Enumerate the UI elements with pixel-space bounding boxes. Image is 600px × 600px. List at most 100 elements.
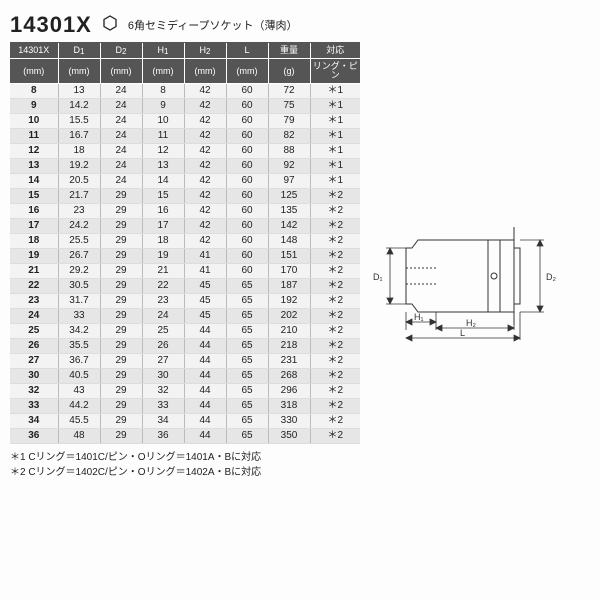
cell: 41 (184, 249, 226, 264)
cell: 24 (100, 84, 142, 99)
cell: 36.7 (58, 354, 100, 369)
cell: 60 (226, 204, 268, 219)
cell: 151 (268, 249, 310, 264)
cell: 12 (10, 144, 58, 159)
cell: 42 (184, 84, 226, 99)
cell: 14 (10, 174, 58, 189)
cell: 79 (268, 114, 310, 129)
cell: 11 (10, 129, 58, 144)
cell: ＊2 (310, 354, 360, 369)
footnotes: ＊1 Cリング＝1401C/ピン・Oリング＝1401A・Bに対応 ＊2 Cリング… (10, 450, 590, 480)
cell: 29 (100, 249, 142, 264)
cell: 26 (142, 339, 184, 354)
cell: ＊2 (310, 414, 360, 429)
cell: 18 (10, 234, 58, 249)
cell: 19.2 (58, 159, 100, 174)
label-h2: H₂ (466, 318, 476, 328)
table-row: 1521.729154260125＊2 (10, 189, 360, 204)
cell: ＊2 (310, 219, 360, 234)
table-row: 3344.229334465318＊2 (10, 399, 360, 414)
cell: 8 (142, 84, 184, 99)
cell: 75 (268, 99, 310, 114)
cell: 29 (100, 429, 142, 444)
cell: 29 (100, 279, 142, 294)
cell: 31.7 (58, 294, 100, 309)
cell: 60 (226, 174, 268, 189)
cell: 210 (268, 324, 310, 339)
cell: 24.2 (58, 219, 100, 234)
cell: 12 (142, 144, 184, 159)
cell: 65 (226, 399, 268, 414)
cell: 218 (268, 339, 310, 354)
cell: 296 (268, 384, 310, 399)
cell: 44 (184, 399, 226, 414)
cell: 10 (10, 114, 58, 129)
cell: 88 (268, 144, 310, 159)
cell: ＊1 (310, 99, 360, 114)
table-row: 1116.72411426082＊1 (10, 129, 360, 144)
cell: 187 (268, 279, 310, 294)
cell: 29 (100, 204, 142, 219)
cell: 60 (226, 234, 268, 249)
cell: 42 (184, 99, 226, 114)
cell: 350 (268, 429, 310, 444)
cell: 19 (142, 249, 184, 264)
cell: 24 (100, 99, 142, 114)
cell: 65 (226, 369, 268, 384)
part-number: 14301X (10, 12, 92, 38)
col-subheader: リング・ピン (310, 59, 360, 84)
cell: ＊1 (310, 144, 360, 159)
cell: 25.5 (58, 234, 100, 249)
cell: 29 (100, 219, 142, 234)
cell: ＊2 (310, 384, 360, 399)
cell: 8 (10, 84, 58, 99)
spec-table: 14301XD1D2H1H2L重量対応(mm)(mm)(mm)(mm)(mm)(… (10, 42, 360, 444)
dimension-diagram: D₁ D₂ H₁ (366, 42, 590, 347)
cell: 33 (58, 309, 100, 324)
cell: 60 (226, 144, 268, 159)
cell: 33 (10, 399, 58, 414)
cell: 60 (226, 219, 268, 234)
cell: 65 (226, 324, 268, 339)
cell: 42 (184, 159, 226, 174)
cell: 36 (10, 429, 58, 444)
cell: 24 (10, 309, 58, 324)
cell: 32 (10, 384, 58, 399)
cell: 92 (268, 159, 310, 174)
cell: 21.7 (58, 189, 100, 204)
cell: 21 (10, 264, 58, 279)
cell: 24 (100, 144, 142, 159)
cell: 30 (142, 369, 184, 384)
cell: 29 (100, 354, 142, 369)
col-subheader: (mm) (226, 59, 268, 84)
cell: 24 (100, 159, 142, 174)
col-header: D2 (100, 43, 142, 59)
table-row: 813248426072＊1 (10, 84, 360, 99)
col-subheader: (mm) (142, 59, 184, 84)
cell: 44 (184, 324, 226, 339)
cell: 26 (10, 339, 58, 354)
cell: 17 (10, 219, 58, 234)
cell: 24 (142, 309, 184, 324)
cell: 42 (184, 204, 226, 219)
cell: 29 (100, 294, 142, 309)
cell: 18 (58, 144, 100, 159)
cell: 32 (142, 384, 184, 399)
table-row: 2736.729274465231＊2 (10, 354, 360, 369)
cell: 42 (184, 174, 226, 189)
cell: 29 (100, 234, 142, 249)
col-header: H2 (184, 43, 226, 59)
cell: 40.5 (58, 369, 100, 384)
table-row: 1825.529184260148＊2 (10, 234, 360, 249)
cell: 142 (268, 219, 310, 234)
cell: ＊2 (310, 249, 360, 264)
cell: ＊2 (310, 264, 360, 279)
cell: 13 (10, 159, 58, 174)
cell: 42 (184, 234, 226, 249)
cell: 65 (226, 384, 268, 399)
table-row: 162329164260135＊2 (10, 204, 360, 219)
cell: 29 (100, 414, 142, 429)
footnote-1: ＊1 Cリング＝1401C/ピン・Oリング＝1401A・Bに対応 (10, 450, 590, 465)
table-body: 813248426072＊1914.2249426075＊11015.52410… (10, 84, 360, 444)
cell: ＊1 (310, 174, 360, 189)
